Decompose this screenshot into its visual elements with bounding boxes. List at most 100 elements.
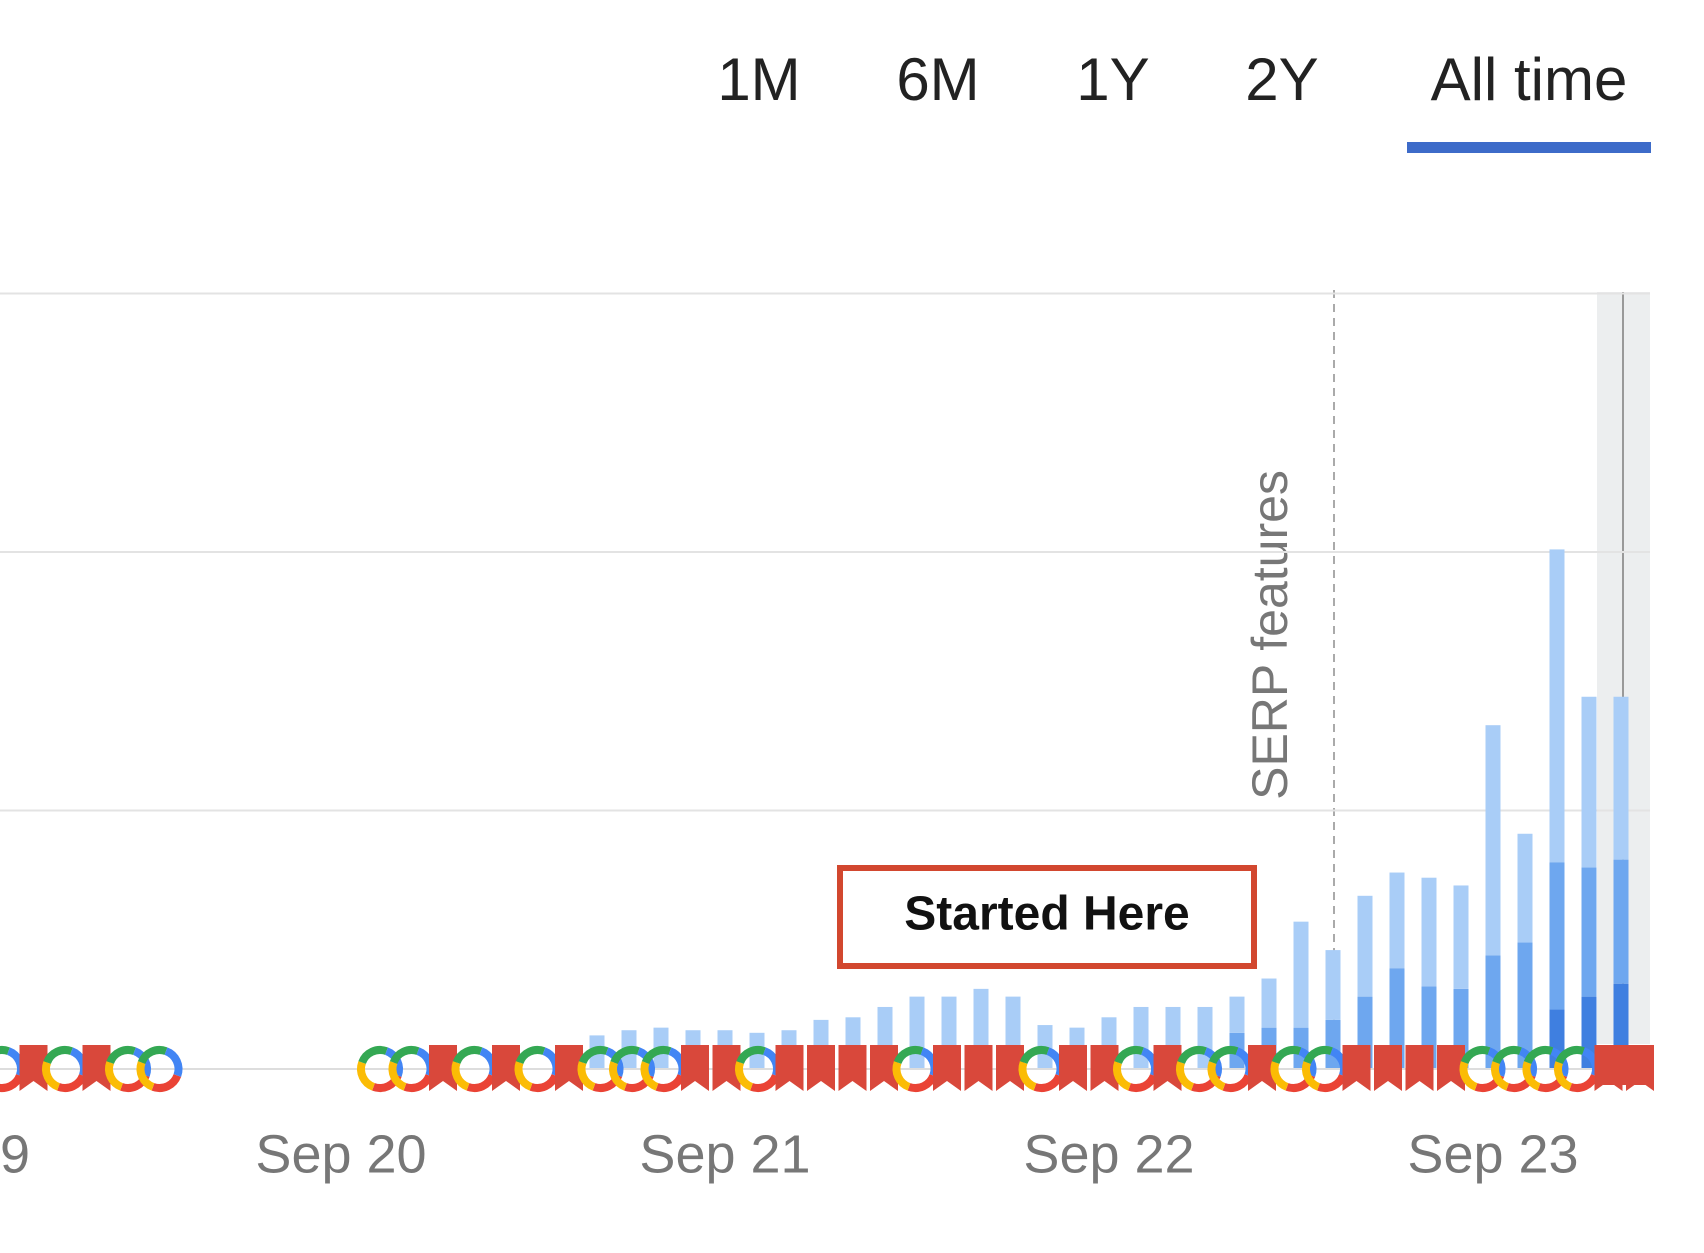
bar-segment	[1549, 862, 1565, 1010]
google-arc	[1270, 1061, 1289, 1091]
google-arc	[388, 1061, 407, 1091]
google-arc	[57, 1073, 87, 1092]
flag-icon	[807, 1045, 835, 1091]
google-arc	[1302, 1061, 1321, 1091]
bar-segment	[1581, 696, 1597, 868]
flag-icon	[1090, 1045, 1119, 1091]
google-arc	[389, 1046, 420, 1065]
bar-segment	[1517, 833, 1533, 943]
bar-segment	[1357, 895, 1373, 997]
google-arc	[1555, 1046, 1585, 1065]
flag-icon	[838, 1045, 867, 1091]
google-arc	[1459, 1061, 1478, 1091]
google-arc	[479, 1047, 498, 1077]
google-arc	[1208, 1046, 1239, 1065]
event-icons	[0, 1045, 1654, 1092]
google-arc	[1177, 1046, 1207, 1065]
google-arc	[451, 1061, 470, 1091]
google-arc	[641, 1046, 672, 1065]
callout-text: Started Here	[904, 888, 1189, 941]
google-arc	[515, 1046, 546, 1065]
google-icon	[1302, 1046, 1348, 1092]
range-tab[interactable]: 2Y	[1245, 46, 1318, 113]
google-arc	[1222, 1073, 1253, 1092]
google-arc	[106, 1046, 136, 1065]
flag-icon	[429, 1045, 457, 1091]
google-arc	[1114, 1046, 1144, 1065]
x-tick-label: Sep 20	[255, 1124, 426, 1184]
google-arc	[577, 1061, 596, 1091]
range-tab[interactable]: 1Y	[1076, 46, 1149, 113]
flag-icon	[933, 1045, 961, 1091]
range-tab[interactable]: 1M	[717, 46, 800, 113]
google-arc	[69, 1047, 88, 1077]
google-arc	[893, 1046, 924, 1065]
google-icon	[136, 1046, 183, 1092]
flag-icon	[964, 1045, 993, 1091]
flag-icon	[870, 1045, 898, 1091]
google-arc	[907, 1073, 938, 1092]
google-arc	[668, 1047, 687, 1077]
google-arc	[762, 1047, 781, 1077]
google-arc	[358, 1046, 388, 1065]
google-arc	[1460, 1046, 1491, 1065]
bar-segment	[909, 996, 925, 1069]
google-arc	[1033, 1073, 1064, 1092]
google-arc	[6, 1047, 25, 1077]
flag-icon	[1059, 1045, 1087, 1091]
google-arc	[1113, 1061, 1132, 1091]
google-arc	[403, 1073, 434, 1092]
google-arc	[136, 1061, 155, 1091]
google-arc	[42, 1061, 61, 1091]
active-tab-underline	[1407, 142, 1651, 153]
bar-segment	[1421, 877, 1437, 987]
flag-icon	[681, 1045, 709, 1091]
bar-segment	[1453, 885, 1469, 989]
google-arc	[43, 1046, 73, 1065]
bar-segment	[1613, 696, 1629, 860]
google-arc	[151, 1073, 182, 1092]
google-arc	[1128, 1073, 1158, 1092]
google-arc	[105, 1061, 124, 1091]
flag-icon	[492, 1045, 520, 1091]
flag-icon	[1153, 1045, 1182, 1091]
callout-box	[837, 865, 1257, 969]
range-tab[interactable]: All time	[1431, 46, 1628, 113]
flag-icon	[712, 1045, 741, 1091]
range-tab[interactable]: 6M	[896, 46, 979, 113]
google-arc	[736, 1046, 766, 1065]
flag-icon	[82, 1045, 111, 1091]
google-icon	[42, 1046, 88, 1092]
google-icon	[640, 1046, 687, 1092]
google-arc	[416, 1047, 435, 1077]
google-arc	[529, 1073, 560, 1092]
flag-icon	[1405, 1045, 1434, 1091]
flag-icon	[1248, 1045, 1276, 1091]
google-arc	[357, 1061, 376, 1091]
google-arc	[735, 1061, 754, 1091]
flag-icon	[1374, 1045, 1402, 1091]
x-tick-label: Sep 21	[639, 1124, 810, 1184]
bar-segment	[1389, 872, 1405, 969]
flag-icon	[996, 1045, 1024, 1091]
google-arc	[610, 1046, 640, 1065]
bars	[0, 292, 1650, 1069]
google-arc	[1554, 1061, 1573, 1091]
google-arc	[1317, 1073, 1347, 1092]
bar-segment	[1133, 1006, 1149, 1069]
bar-segment	[1261, 978, 1277, 1028]
bar-segment	[1613, 859, 1629, 984]
bar-segment	[1485, 725, 1501, 956]
google-arc	[1019, 1046, 1050, 1065]
google-arc	[452, 1046, 483, 1065]
google-arc	[0, 1073, 24, 1092]
google-arc	[164, 1047, 183, 1077]
google-arc	[1569, 1073, 1599, 1092]
bar-segment	[1581, 867, 1597, 997]
google-arc	[1176, 1061, 1195, 1091]
bar-segment	[1389, 968, 1405, 1069]
google-arc	[892, 1061, 911, 1091]
flag-icon	[1437, 1045, 1465, 1091]
google-arc	[1018, 1061, 1037, 1091]
